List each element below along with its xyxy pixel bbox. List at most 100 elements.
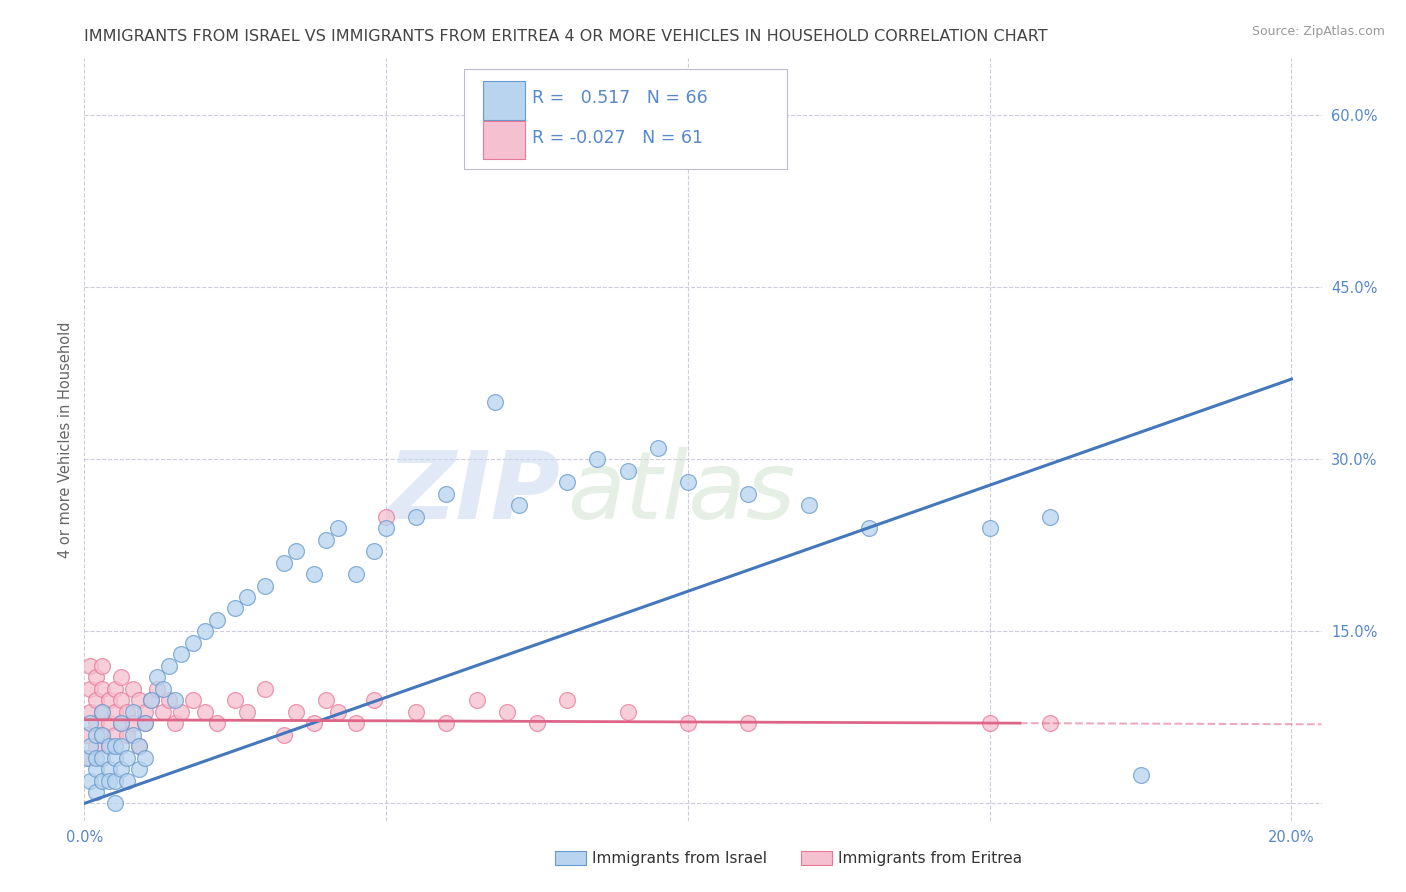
Point [284, 544, 307, 558]
Point [79, 773, 101, 788]
Point [76, 728, 98, 742]
Point [363, 693, 385, 707]
Point [405, 509, 427, 524]
Point [526, 716, 548, 731]
Point [326, 521, 349, 535]
Point [97, 739, 120, 753]
Point [110, 693, 132, 707]
Point [205, 613, 228, 627]
Point [128, 739, 150, 753]
Point [110, 739, 132, 753]
Point [146, 681, 169, 696]
Text: R =   0.517   N = 66: R = 0.517 N = 66 [533, 89, 709, 107]
Point [302, 567, 325, 582]
Point [103, 728, 125, 742]
Point [91, 705, 114, 719]
Point [121, 681, 143, 696]
Point [139, 693, 162, 707]
Point [79, 681, 101, 696]
Point [121, 716, 143, 731]
Point [676, 716, 699, 731]
Point [103, 681, 125, 696]
Point [91, 773, 114, 788]
Point [134, 716, 156, 731]
Point [91, 681, 114, 696]
Point [79, 739, 101, 753]
Point [194, 624, 217, 639]
Point [110, 762, 132, 776]
Point [103, 797, 125, 811]
Point [647, 441, 669, 455]
Point [97, 739, 120, 753]
FancyBboxPatch shape [464, 70, 787, 169]
Point [302, 716, 325, 731]
Point [79, 705, 101, 719]
Point [79, 658, 101, 673]
Text: atlas: atlas [567, 447, 796, 538]
Point [236, 590, 259, 604]
Point [110, 716, 132, 731]
Point [115, 750, 138, 764]
Point [139, 693, 162, 707]
Text: Source: ZipAtlas.com: Source: ZipAtlas.com [1251, 25, 1385, 38]
Point [737, 487, 759, 501]
Point [97, 716, 120, 731]
Point [86, 728, 108, 742]
Point [91, 750, 114, 764]
Point [170, 705, 193, 719]
Point [1039, 716, 1062, 731]
Text: Immigrants from Eritrea: Immigrants from Eritrea [838, 851, 1022, 865]
Text: R = -0.027   N = 61: R = -0.027 N = 61 [533, 129, 703, 147]
Point [205, 716, 228, 731]
Point [86, 762, 108, 776]
Point [224, 601, 246, 615]
Point [676, 475, 699, 490]
Point [508, 498, 530, 512]
Point [134, 705, 156, 719]
Point [103, 705, 125, 719]
Point [436, 716, 458, 731]
Point [254, 578, 277, 592]
Point [170, 648, 193, 662]
Point [86, 750, 108, 764]
Point [315, 533, 337, 547]
Point [76, 750, 98, 764]
Point [128, 693, 150, 707]
Text: Immigrants from Israel: Immigrants from Israel [592, 851, 766, 865]
Point [163, 693, 186, 707]
Point [375, 509, 398, 524]
Point [103, 773, 125, 788]
Text: IMMIGRANTS FROM ISRAEL VS IMMIGRANTS FROM ERITREA 4 OR MORE VEHICLES IN HOUSEHOL: IMMIGRANTS FROM ISRAEL VS IMMIGRANTS FRO… [84, 29, 1047, 45]
Point [86, 716, 108, 731]
Point [375, 521, 398, 535]
Point [157, 658, 180, 673]
Y-axis label: 4 or more Vehicles in Household: 4 or more Vehicles in Household [58, 321, 73, 558]
Point [465, 693, 488, 707]
Point [86, 670, 108, 684]
Point [91, 728, 114, 742]
Point [146, 670, 169, 684]
Point [737, 716, 759, 731]
Point [555, 475, 578, 490]
Point [103, 750, 125, 764]
Point [405, 705, 427, 719]
Point [157, 693, 180, 707]
Point [121, 705, 143, 719]
Point [484, 395, 506, 409]
Point [363, 544, 385, 558]
Point [115, 773, 138, 788]
Text: ZIP: ZIP [388, 447, 561, 539]
Point [254, 681, 277, 696]
Point [79, 716, 101, 731]
Point [110, 670, 132, 684]
Point [128, 762, 150, 776]
Point [326, 705, 349, 719]
FancyBboxPatch shape [482, 81, 524, 120]
Point [465, 131, 488, 145]
Point [224, 693, 246, 707]
Point [344, 716, 367, 731]
Point [1039, 509, 1062, 524]
Point [236, 705, 259, 719]
Point [91, 658, 114, 673]
Point [121, 728, 143, 742]
